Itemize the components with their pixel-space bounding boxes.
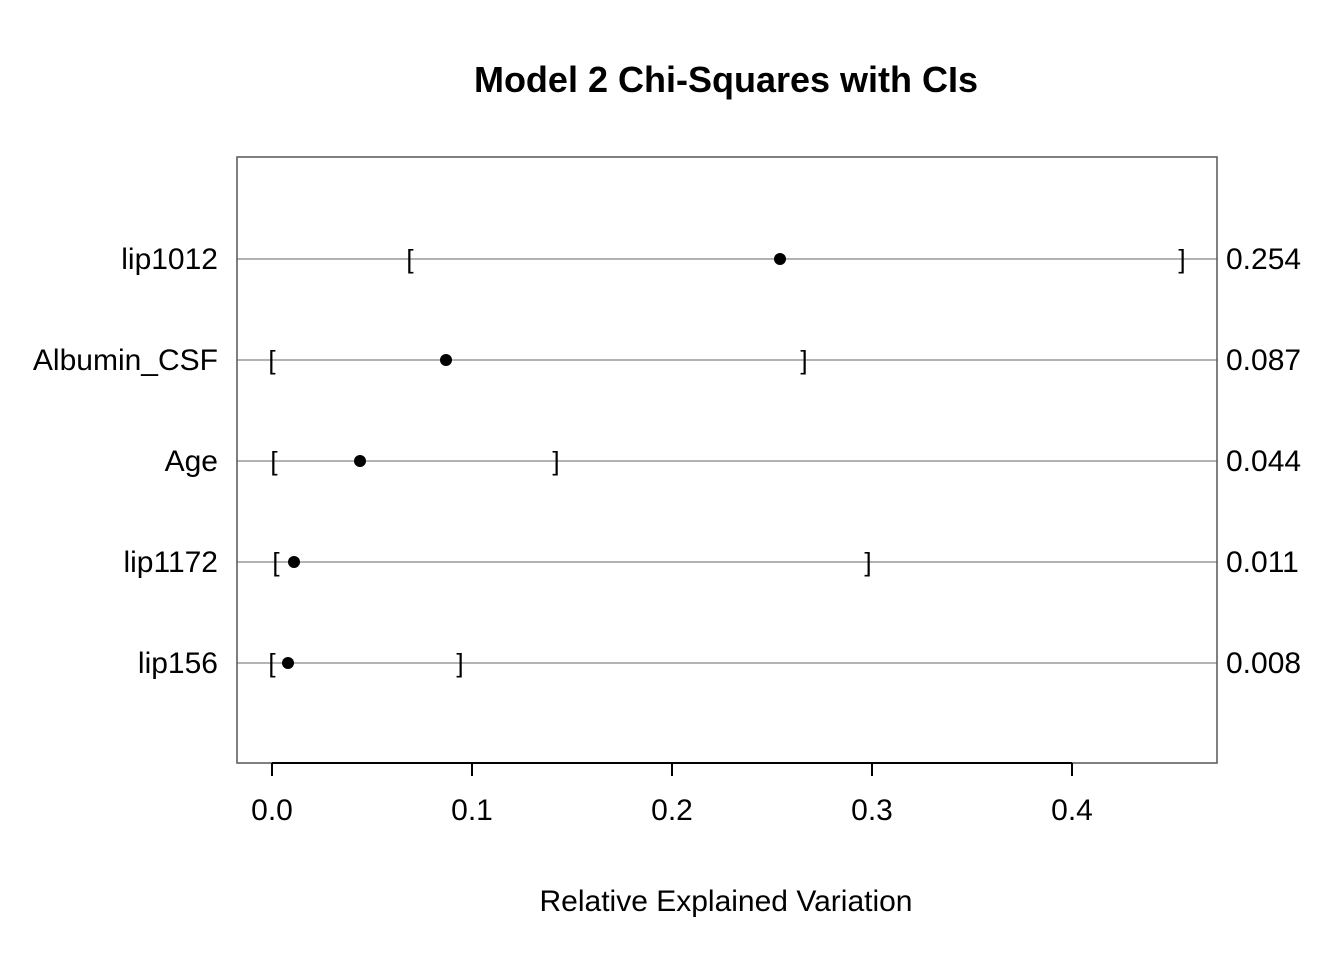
data-points	[282, 253, 786, 669]
x-tick-label: 0.3	[851, 794, 893, 827]
ci-lower-bracket: [	[406, 244, 414, 274]
ci-upper-bracket: ]	[864, 547, 871, 577]
value-label: 0.008	[1226, 647, 1301, 680]
category-label: lip1012	[121, 243, 218, 276]
ci-lower-bracket: [	[268, 648, 276, 678]
chart-title: Model 2 Chi-Squares with CIs	[474, 59, 978, 100]
x-tick-label: 0.1	[451, 794, 493, 827]
x-tick-label: 0.4	[1051, 794, 1093, 827]
value-label: 0.087	[1226, 344, 1301, 377]
ci-lower-bracket: [	[268, 345, 276, 375]
gridlines	[237, 258, 1217, 664]
data-point	[282, 657, 294, 669]
value-labels: 0.254 0.087 0.044 0.011 0.008	[1226, 243, 1301, 680]
ci-upper-bracket: ]	[800, 345, 807, 375]
data-point	[774, 253, 786, 265]
ci-lower-bracket: [	[272, 547, 280, 577]
category-labels: lip1012 Albumin_CSF Age lip1172 lip156	[33, 243, 218, 680]
data-point	[288, 556, 300, 568]
value-label: 0.011	[1226, 546, 1299, 579]
category-label: lip156	[138, 647, 218, 680]
value-label: 0.044	[1226, 445, 1301, 478]
value-label: 0.254	[1226, 243, 1301, 276]
data-point	[354, 455, 366, 467]
data-point	[440, 354, 452, 366]
x-tick-label: 0.2	[651, 794, 693, 827]
x-axis: 0.0 0.1 0.2 0.3 0.4	[251, 762, 1093, 827]
ci-upper-bracket: ]	[456, 648, 463, 678]
category-label: Age	[165, 445, 218, 478]
confidence-intervals: [] [] [] [] []	[268, 244, 1185, 678]
x-tick-label: 0.0	[251, 794, 293, 827]
ci-upper-bracket: ]	[552, 446, 559, 476]
ci-upper-bracket: ]	[1178, 244, 1185, 274]
category-label: Albumin_CSF	[33, 344, 218, 377]
ci-lower-bracket: [	[270, 446, 278, 476]
category-label: lip1172	[123, 546, 218, 579]
x-axis-title: Relative Explained Variation	[540, 885, 913, 918]
